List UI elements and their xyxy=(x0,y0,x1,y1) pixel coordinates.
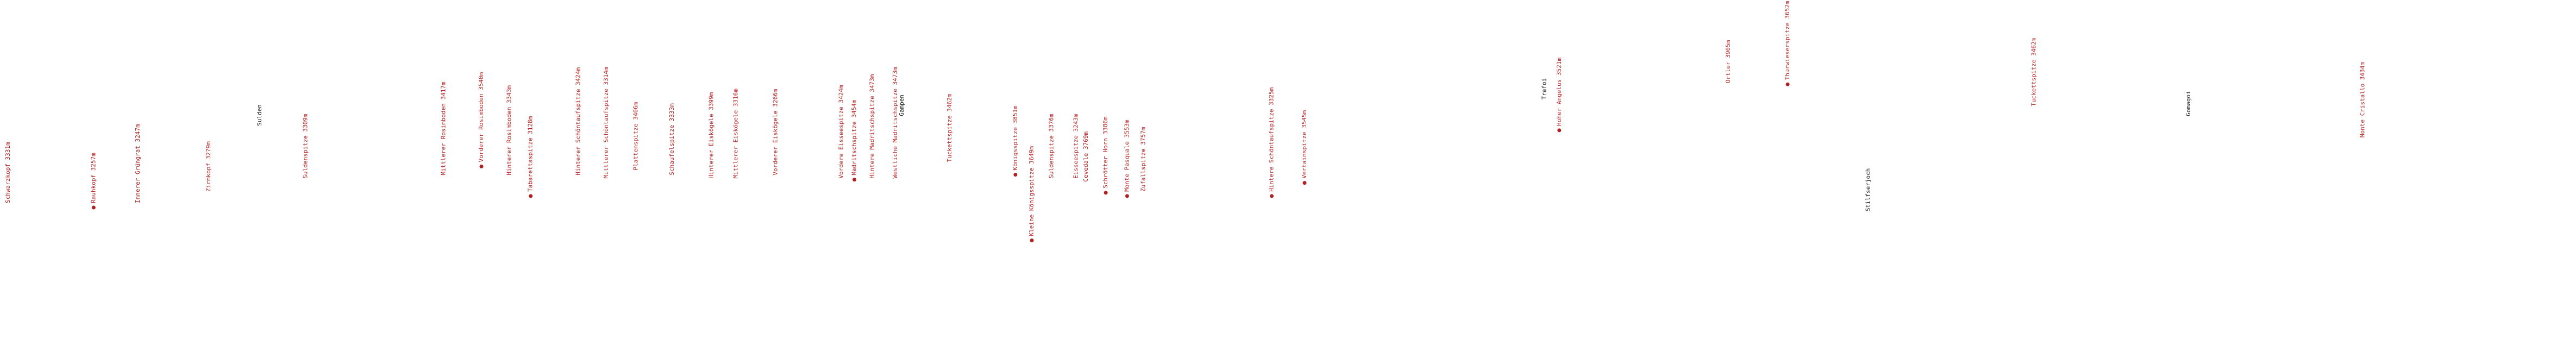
peak-marker xyxy=(479,164,484,168)
peak-marker xyxy=(1125,194,1129,198)
peak-marker xyxy=(1270,194,1274,198)
peak-label: Rauhkopf 3257m xyxy=(90,153,97,203)
peak-label: Mittlerer Rosimboden 3417m xyxy=(440,81,447,175)
peak-marker xyxy=(1030,238,1034,242)
peak-label: Tuckettspitze 3462m xyxy=(2030,37,2038,106)
peak-label: Madritschspitze 3454m xyxy=(850,99,857,175)
place-label: Trafoi xyxy=(1541,78,1548,100)
place-label: Sulden xyxy=(256,104,263,126)
peak-label: Monte Cristallo 3434m xyxy=(2359,62,2366,137)
peak-marker xyxy=(91,205,96,210)
peak-label: Königsspitze 3851m xyxy=(1012,105,1019,171)
peak-label: Kleine Königsspitze 3649m xyxy=(1028,146,1035,236)
peak-label: Hinterer Eiskögele 3399m xyxy=(707,92,714,178)
peak-label: Zirmkopf 3279m xyxy=(205,141,212,192)
peak-marker xyxy=(529,194,533,198)
peak-label: Schaufelspitze 3333m xyxy=(668,103,675,175)
peak-label: Vorderer Rosimboden 3540m xyxy=(478,72,485,162)
peak-marker xyxy=(1104,191,1108,195)
peak-label: Schwarzkopf 3331m xyxy=(4,142,11,203)
peak-label: Cevedale 3769m xyxy=(1082,131,1089,182)
peak-label: Hinterer Rosimboden 3343m xyxy=(505,85,512,175)
peak-label: Suldenspitze 3376m xyxy=(1048,114,1055,179)
peak-label: Vertainspitze 3545m xyxy=(1301,110,1308,178)
peak-label: Thurwieserspitze 3652m xyxy=(1784,1,1791,80)
peak-label: Zufallspitze 3757m xyxy=(1140,127,1147,192)
peak-label: Tuckettspitze 3462m xyxy=(946,93,953,162)
peak-label: Westliche Madritschspitze 3473m xyxy=(892,67,899,179)
place-label: Gomagoi xyxy=(2185,91,2192,116)
peak-label: Vordere Eisseespitze 3424m xyxy=(837,85,844,179)
peak-label: Hinterer Schöntaufspitze 3424m xyxy=(574,67,581,175)
peak-marker xyxy=(1557,128,1562,133)
peak-label: Tabarettaspitze 3128m xyxy=(527,116,534,191)
peak-label: Suldenspitze 3309m xyxy=(302,114,309,179)
peak-marker xyxy=(852,178,856,182)
peak-label: Hoher Angelus 3521m xyxy=(1556,58,1563,126)
peak-marker xyxy=(1013,173,1018,177)
peak-label: Hintere Schöntaufspitze 3325m xyxy=(1268,87,1275,191)
peak-label: Hintere Madritschspitze 3473m xyxy=(869,74,876,178)
place-label: Stilfserjoch xyxy=(1864,168,1871,211)
peak-label: Schrötter Horn 3386m xyxy=(1102,116,1109,189)
peak-label: Ortler 3905m xyxy=(1725,40,1732,83)
peak-label: Eisseespitze 3243m xyxy=(1073,114,1080,179)
peak-label: Vorderer Eiskögele 3266m xyxy=(772,89,779,175)
peak-label: Plattenspitze 3406m xyxy=(632,102,639,170)
peak-label: Innerer Grüngrat 3247m xyxy=(134,124,141,203)
peak-label: Mittlerer Schöntaufspitze 3314m xyxy=(603,67,610,179)
peak-label: Mittlerer Eiskögele 3316m xyxy=(732,89,739,179)
peak-label: Monte Pasquale 3553m xyxy=(1123,120,1130,192)
peak-marker xyxy=(1302,181,1307,185)
peak-marker xyxy=(1785,82,1790,86)
place-label: Gampen xyxy=(898,95,905,116)
